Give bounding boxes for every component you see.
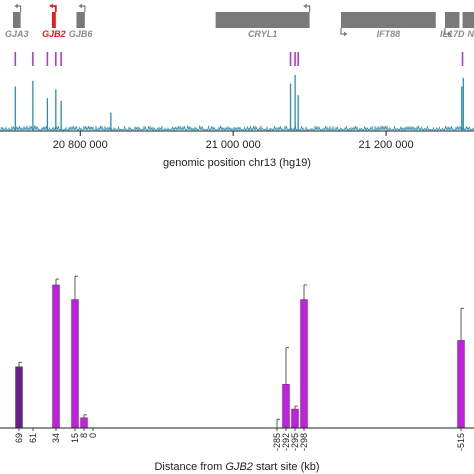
- signal-track: [0, 74, 474, 132]
- genomic-axis-ticks: 20 800 000 21 000 000 21 200 000: [53, 131, 414, 151]
- bar-34: [52, 284, 60, 429]
- gene-block-ift88: [340, 12, 436, 28]
- gene-tss-arrowhead-gjb2: [49, 3, 53, 9]
- gene-block-gja3: [12, 12, 21, 28]
- bar--515: [457, 340, 465, 429]
- bar--298: [300, 299, 308, 429]
- bar-chart: [15, 275, 465, 429]
- bar-chart-axis-title-pre: Distance from: [154, 461, 225, 473]
- bar--295: [291, 408, 299, 429]
- gene-label-gjb2: GJB2: [42, 29, 66, 39]
- bar-69: [15, 366, 23, 429]
- bar-tick-label-15: 15: [70, 433, 80, 443]
- gene-tss-arrowhead-gjb6: [78, 3, 82, 9]
- gene-tss-arrowhead-ift88: [343, 31, 347, 37]
- bar-chart-axis-title-gene: GJB2: [225, 461, 253, 473]
- gene-block-il17d: [444, 12, 460, 28]
- gene-block-gjb2: [51, 12, 56, 28]
- bar-tick-label--515: -515: [456, 433, 466, 451]
- bar-15: [71, 299, 79, 429]
- bar-tick-label--298: -298: [299, 433, 309, 451]
- gene-label-cryl1: CRYL1: [248, 29, 277, 39]
- bar-tick-label--295: -295: [290, 433, 300, 451]
- genomic-tick-label-1: 21 000 000: [206, 139, 261, 151]
- bar-tick-label--292: -292: [281, 433, 291, 451]
- bar-tick-label--285: -285: [272, 433, 282, 451]
- bar-tick-label-69: 69: [14, 433, 24, 443]
- gene-block-cryl1: [215, 12, 310, 28]
- genomic-axis-title: genomic position chr13 (hg19): [163, 157, 311, 169]
- gene-label-gjb6: GJB6: [69, 29, 94, 39]
- gene-tss-arrowhead-gja3: [14, 3, 18, 9]
- gene-tss-arrowhead-il17d: [447, 31, 451, 37]
- genomic-tick-label-0: 20 800 000: [53, 139, 108, 151]
- bar-chart-tick-labels: 69 61 34 15 8 0 -285 -292 -295 -298 -515: [14, 428, 466, 451]
- gene-tss-arrowhead-cryl1: [303, 3, 307, 9]
- site-marker-track: [14, 52, 464, 66]
- bar-tick-label-61: 61: [28, 433, 38, 443]
- bar-tick-label-8: 8: [79, 433, 89, 438]
- bar-tick-label-0: 0: [88, 433, 98, 438]
- gene-label-gja3: GJA3: [5, 29, 29, 39]
- bar-chart-axis-title: Distance from GJB2 start site (kb): [154, 461, 319, 473]
- gene-block-n6amt2: [462, 12, 474, 28]
- genomic-tick-label-2: 21 200 000: [359, 139, 414, 151]
- bar-8: [80, 417, 88, 429]
- bar--292: [282, 384, 290, 429]
- gene-label-ift88: IFT88: [377, 29, 401, 39]
- bar-tick-label-34: 34: [51, 433, 61, 443]
- bar-chart-axis-title-post: start site (kb): [253, 461, 320, 473]
- signal-background: [0, 125, 474, 132]
- gene-label-n6amt2: N6AMT2: [467, 29, 474, 39]
- gene-label-il17d: IL17D: [440, 29, 465, 39]
- gene-block-gjb6: [76, 12, 85, 28]
